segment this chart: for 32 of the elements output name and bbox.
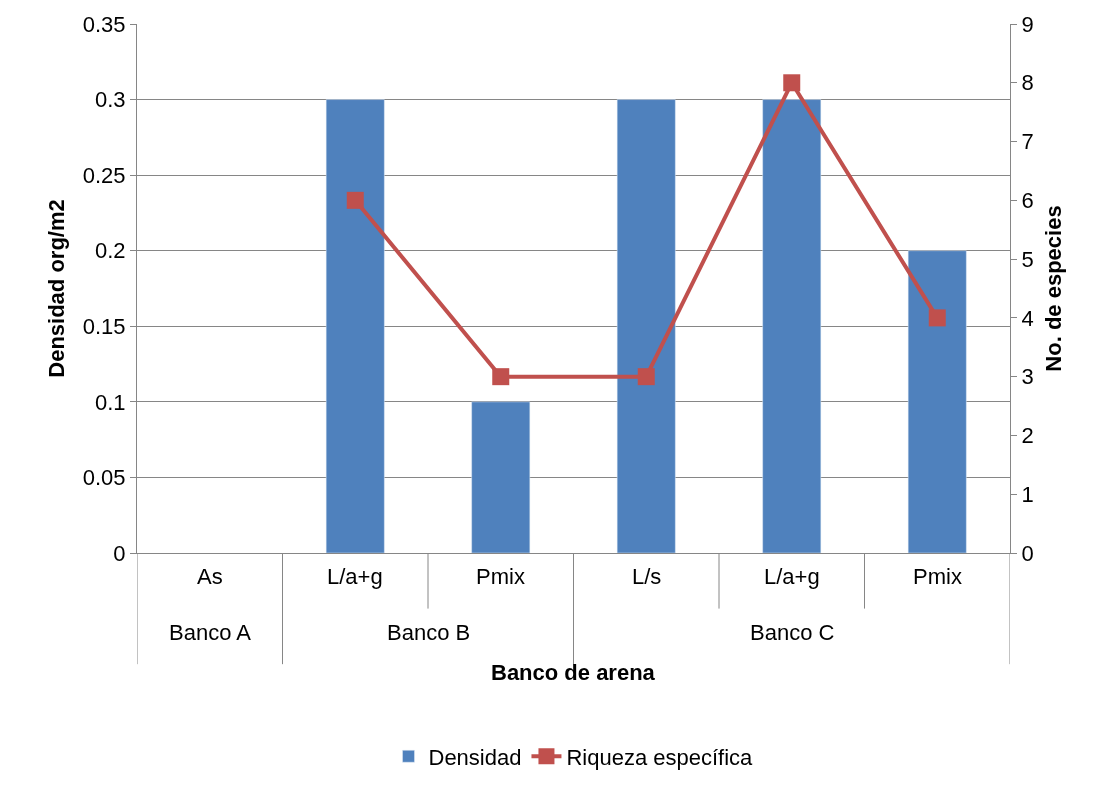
y2-tick-label: 7: [1021, 129, 1034, 155]
y2-tick-label: 3: [1021, 364, 1034, 390]
y2-tick-label: 6: [1021, 188, 1034, 214]
x-axis-title: Banco de arena: [491, 660, 656, 685]
y-tick-label: 0.3: [95, 87, 126, 113]
y2-tick-label: 5: [1021, 246, 1034, 272]
y-tick-label: 0: [113, 540, 126, 566]
x-tick-label: Pmix: [476, 564, 525, 589]
y-tick-label: 0.2: [95, 238, 126, 264]
y-tick-label: 0.35: [82, 11, 126, 37]
legend-label: Riqueza específica: [566, 744, 754, 770]
text: Banco B: [387, 620, 471, 645]
x-tick-label: L/a+g: [764, 564, 820, 589]
y-tick-label: 0.15: [82, 313, 126, 339]
y-tick-label: 0.25: [82, 162, 126, 188]
text: Banco A: [169, 620, 252, 645]
text: Banco C: [750, 620, 835, 645]
x-tick-label: L/s: [632, 564, 662, 589]
y2-tick-label: 2: [1021, 423, 1034, 449]
y2-tick-label: 4: [1021, 305, 1034, 331]
y-tick-label: 0.05: [82, 465, 126, 491]
y-tick-label: 0.1: [95, 389, 126, 415]
y2-tick-label: 8: [1021, 70, 1034, 96]
y2-tick-label: 9: [1021, 11, 1034, 37]
y2-axis-title: No. de especies: [1040, 205, 1066, 372]
y2-tick-label: 0: [1021, 540, 1034, 566]
x-tick-label: As: [197, 564, 223, 589]
y2-tick-label: 1: [1021, 481, 1034, 507]
y-axis-title: Densidad org/m2: [43, 199, 69, 378]
x-tick-label: Pmix: [913, 564, 962, 589]
x-tick-label: L/a+g: [327, 564, 383, 589]
legend-label: Densidad: [428, 744, 522, 770]
